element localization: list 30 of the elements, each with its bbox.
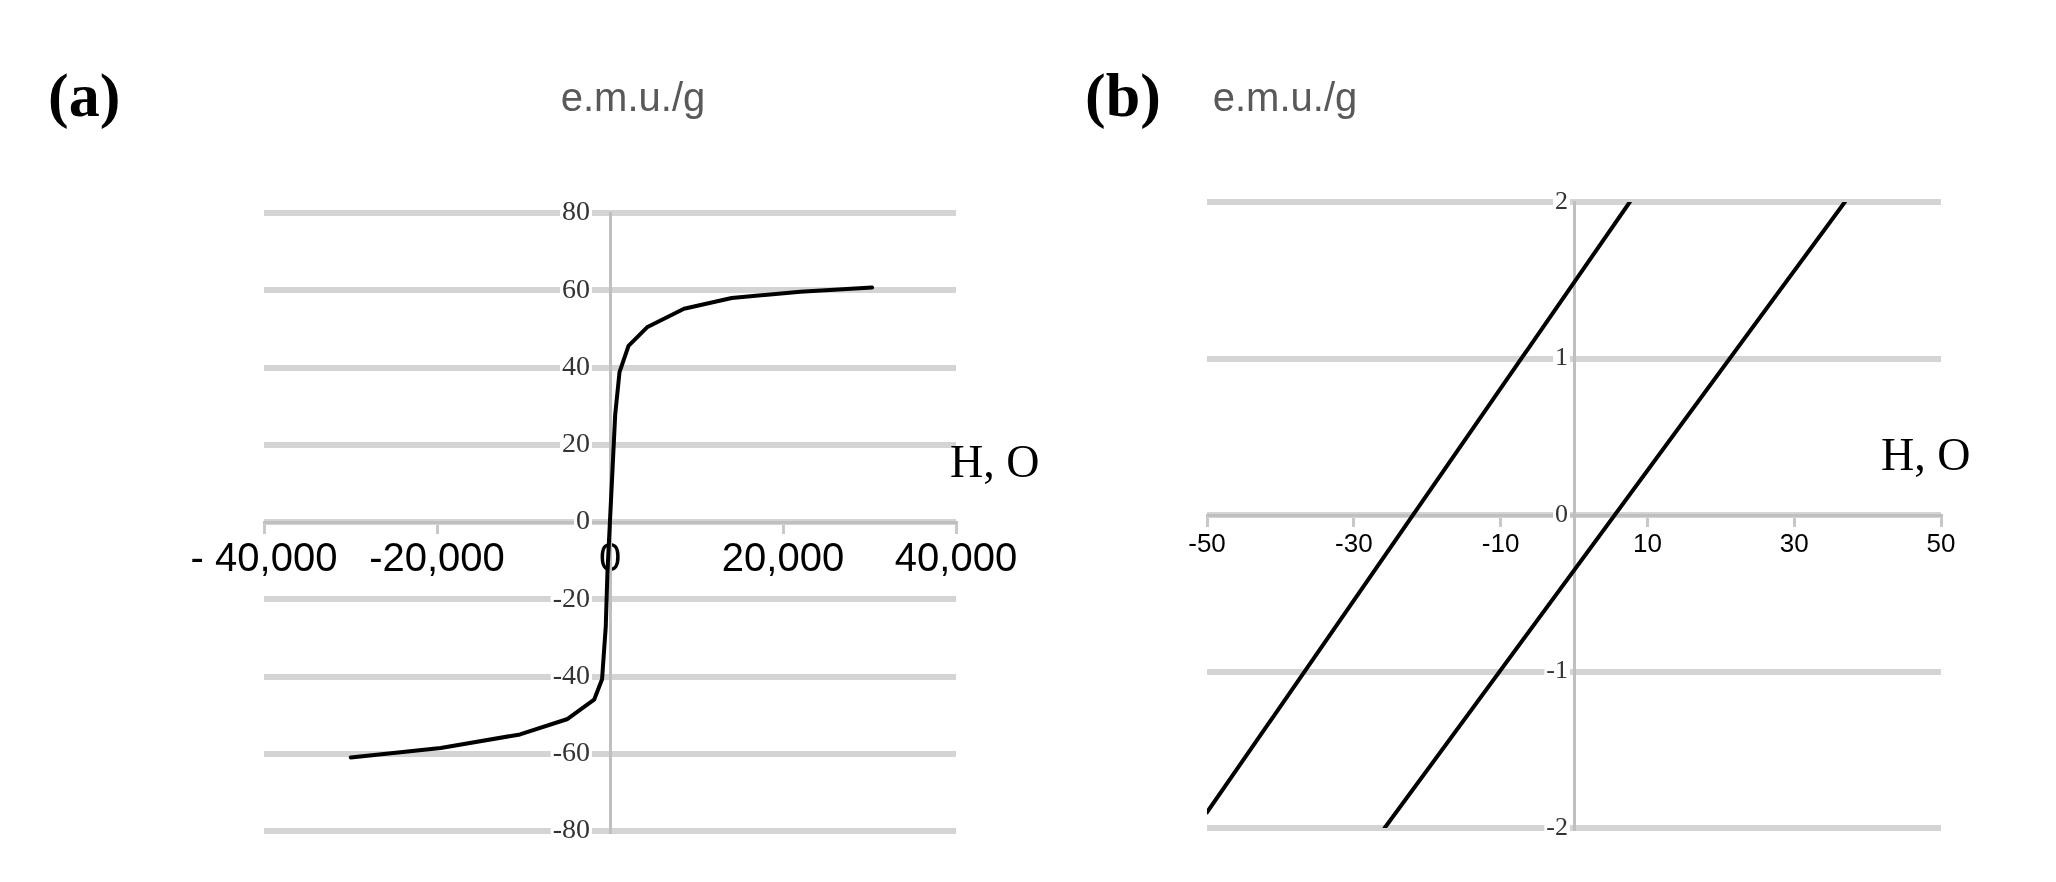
y-tick-label: 40 [562,349,590,381]
y-tick-label: 20 [562,427,590,459]
y-tick-label: -20 [552,581,590,613]
x-tick-label: 30 [1779,527,1809,558]
y-tick-label: -40 [552,658,590,690]
y-tick-label: 80 [562,195,590,227]
y-axis-title: e.m.u./g [560,75,706,120]
chart-title: (a) [48,61,121,131]
y-tick-label: 2 [1555,185,1568,215]
x-tick-label: -30 [1335,527,1373,558]
y-axis-title: e.m.u./g [1212,75,1358,120]
y-tick-label: 0 [1555,498,1568,528]
x-tick-label: -50 [1188,527,1226,558]
x-tick-label: -10 [1481,527,1520,558]
x-tick-label: 40,000 [894,535,1018,580]
chart-title: (b) [1085,61,1161,131]
x-tick-label: 10 [1632,527,1662,558]
y-tick-label: -2 [1546,811,1568,841]
x-tick-label: 50 [1926,527,1956,558]
y-tick-label: -1 [1546,655,1568,685]
x-axis-title: H, O [1881,429,1971,481]
y-tick-label: -60 [552,736,590,768]
y-tick-label: -80 [552,813,590,845]
y-tick-label: 1 [1555,342,1568,372]
x-tick-label: - 40,000 [190,535,338,580]
x-tick-label: -20,000 [369,535,505,580]
x-axis-title: H, O [950,436,1040,488]
y-tick-label: 0 [576,504,590,536]
x-tick-label: 20,000 [721,535,845,580]
y-tick-label: 60 [562,272,590,304]
